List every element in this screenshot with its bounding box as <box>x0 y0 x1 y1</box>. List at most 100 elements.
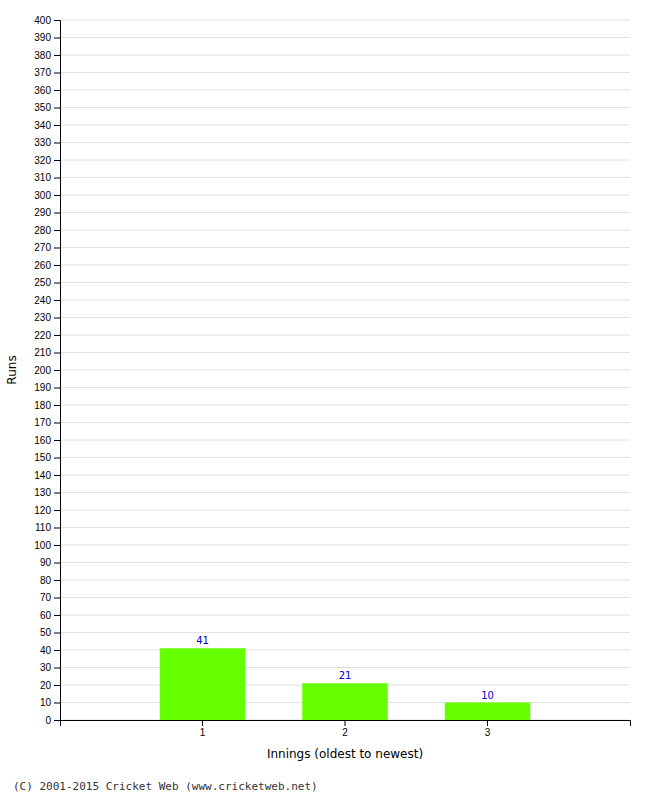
tick-label: 120 <box>34 505 51 516</box>
tick-label: 300 <box>34 190 51 201</box>
tick-mark <box>54 300 60 301</box>
tick: 240 <box>34 295 60 306</box>
tick-mark <box>54 440 60 441</box>
tick-label: 330 <box>34 137 51 148</box>
grid-line <box>60 195 630 196</box>
tick-mark <box>54 318 60 319</box>
grid-line <box>60 177 630 178</box>
tick-mark <box>54 388 60 389</box>
tick-mark <box>54 160 60 161</box>
tick: 70 <box>40 592 60 603</box>
tick: 220 <box>34 330 60 341</box>
tick-label: 290 <box>34 207 51 218</box>
grid-line <box>60 160 630 161</box>
tick-label: 20 <box>40 680 52 691</box>
tick-label: 60 <box>40 610 52 621</box>
tick: 260 <box>34 260 60 271</box>
tick-label: 360 <box>34 85 51 96</box>
chart: 0102030405060708090100110120130140150160… <box>0 0 650 800</box>
tick-label: 40 <box>40 645 52 656</box>
tick: 2 <box>342 720 348 738</box>
grid-line <box>60 90 630 91</box>
tick: 370 <box>34 67 60 78</box>
tick-mark <box>54 685 60 686</box>
tick-label: 2 <box>342 727 348 738</box>
data-labels: 412110 <box>196 635 494 700</box>
grid-line <box>60 562 630 563</box>
tick-label: 260 <box>34 260 51 271</box>
tick: 290 <box>34 207 60 218</box>
tick-mark <box>54 493 60 494</box>
grid-line <box>60 492 630 493</box>
grid-line <box>60 370 630 371</box>
grid-line <box>60 72 630 73</box>
tick: 80 <box>40 575 60 586</box>
tick: 30 <box>40 662 60 673</box>
tick-label: 390 <box>34 32 51 43</box>
tick-label: 250 <box>34 277 51 288</box>
tick: 270 <box>34 242 60 253</box>
grid-line <box>60 580 630 581</box>
tick-mark <box>54 213 60 214</box>
grid-line <box>60 475 630 476</box>
tick: 360 <box>34 85 60 96</box>
axis-line <box>61 721 631 727</box>
tick: 1 <box>200 720 206 738</box>
grid-line <box>60 615 630 616</box>
tick-label: 0 <box>45 715 51 726</box>
grid-line <box>60 440 630 441</box>
tick-label: 380 <box>34 50 51 61</box>
tick-mark <box>487 720 488 726</box>
tick: 160 <box>34 435 60 446</box>
tick-label: 240 <box>34 295 51 306</box>
tick-label: 280 <box>34 225 51 236</box>
grid <box>60 20 630 720</box>
tick-mark <box>54 178 60 179</box>
tick-mark <box>54 73 60 74</box>
tick-label: 270 <box>34 242 51 253</box>
tick: 140 <box>34 470 60 481</box>
x-axis: 1 2 3 <box>61 720 631 738</box>
tick-label: 340 <box>34 120 51 131</box>
tick-label: 200 <box>34 365 51 376</box>
tick-mark <box>54 283 60 284</box>
grid-line <box>60 405 630 406</box>
tick-label: 180 <box>34 400 51 411</box>
tick: 300 <box>34 190 60 201</box>
footer: (C) 2001-2015 Cricket Web (www.cricketwe… <box>13 780 318 793</box>
tick-mark <box>54 475 60 476</box>
tick-label: 310 <box>34 172 51 183</box>
bar <box>160 648 246 720</box>
grid-line <box>60 282 630 283</box>
tick-mark <box>54 615 60 616</box>
tick: 210 <box>34 347 60 358</box>
tick: 170 <box>34 417 60 428</box>
tick-label: 110 <box>35 522 51 533</box>
tick-mark <box>54 90 60 91</box>
bars <box>160 648 531 720</box>
grid-line <box>60 650 630 651</box>
tick: 3 <box>485 720 491 738</box>
tick-label: 50 <box>40 627 52 638</box>
tick: 10 <box>40 697 60 708</box>
tick-mark <box>54 598 60 599</box>
tick-mark <box>54 335 60 336</box>
grid-line <box>60 422 630 423</box>
y-axis-title: Runs <box>5 355 19 384</box>
tick-label: 80 <box>40 575 52 586</box>
grid-line <box>60 457 630 458</box>
tick-label: 1 <box>200 727 206 738</box>
grid-line <box>60 37 630 38</box>
x-axis-title: Innings (oldest to newest) <box>267 747 423 761</box>
tick: 310 <box>34 172 60 183</box>
grid-line <box>60 335 630 336</box>
tick-mark <box>54 668 60 669</box>
tick: 200 <box>34 365 60 376</box>
tick: 280 <box>34 225 60 236</box>
tick: 400 <box>34 15 60 26</box>
tick: 250 <box>34 277 60 288</box>
grid-line <box>60 265 630 266</box>
tick: 20 <box>40 680 60 691</box>
tick-mark <box>54 20 60 21</box>
tick-mark <box>54 143 60 144</box>
